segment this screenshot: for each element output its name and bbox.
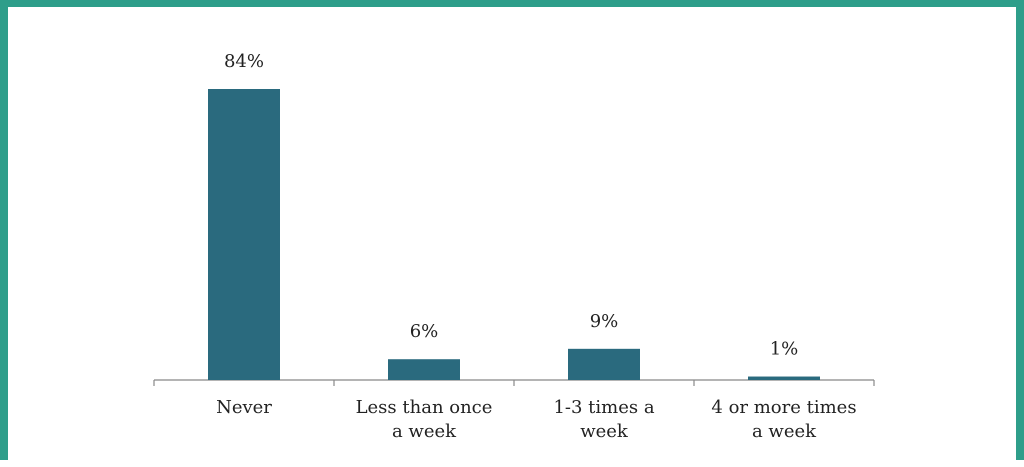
- category-label-3-line-1: a week: [752, 421, 817, 442]
- category-label-0-line-0: Never: [216, 397, 272, 418]
- data-label-3: 1%: [770, 339, 799, 360]
- bar-0: [208, 89, 280, 380]
- bar-2: [568, 348, 640, 380]
- data-label-2: 9%: [590, 311, 619, 332]
- data-label-1: 6%: [410, 321, 439, 342]
- category-label-2-line-0: 1-3 times a: [553, 397, 654, 418]
- bar-1: [388, 359, 460, 380]
- category-label-3-line-0: 4 or more times: [711, 397, 856, 418]
- category-label-2-line-1: week: [580, 421, 629, 442]
- bar-chart: 84% Never 6% Less than once a week 9% 1-3 time…: [153, 51, 875, 442]
- data-label-0: 84%: [224, 51, 264, 72]
- category-label-1-line-0: Less than once: [356, 397, 493, 418]
- bar-3: [748, 376, 820, 380]
- category-label-1-line-1: a week: [392, 421, 457, 442]
